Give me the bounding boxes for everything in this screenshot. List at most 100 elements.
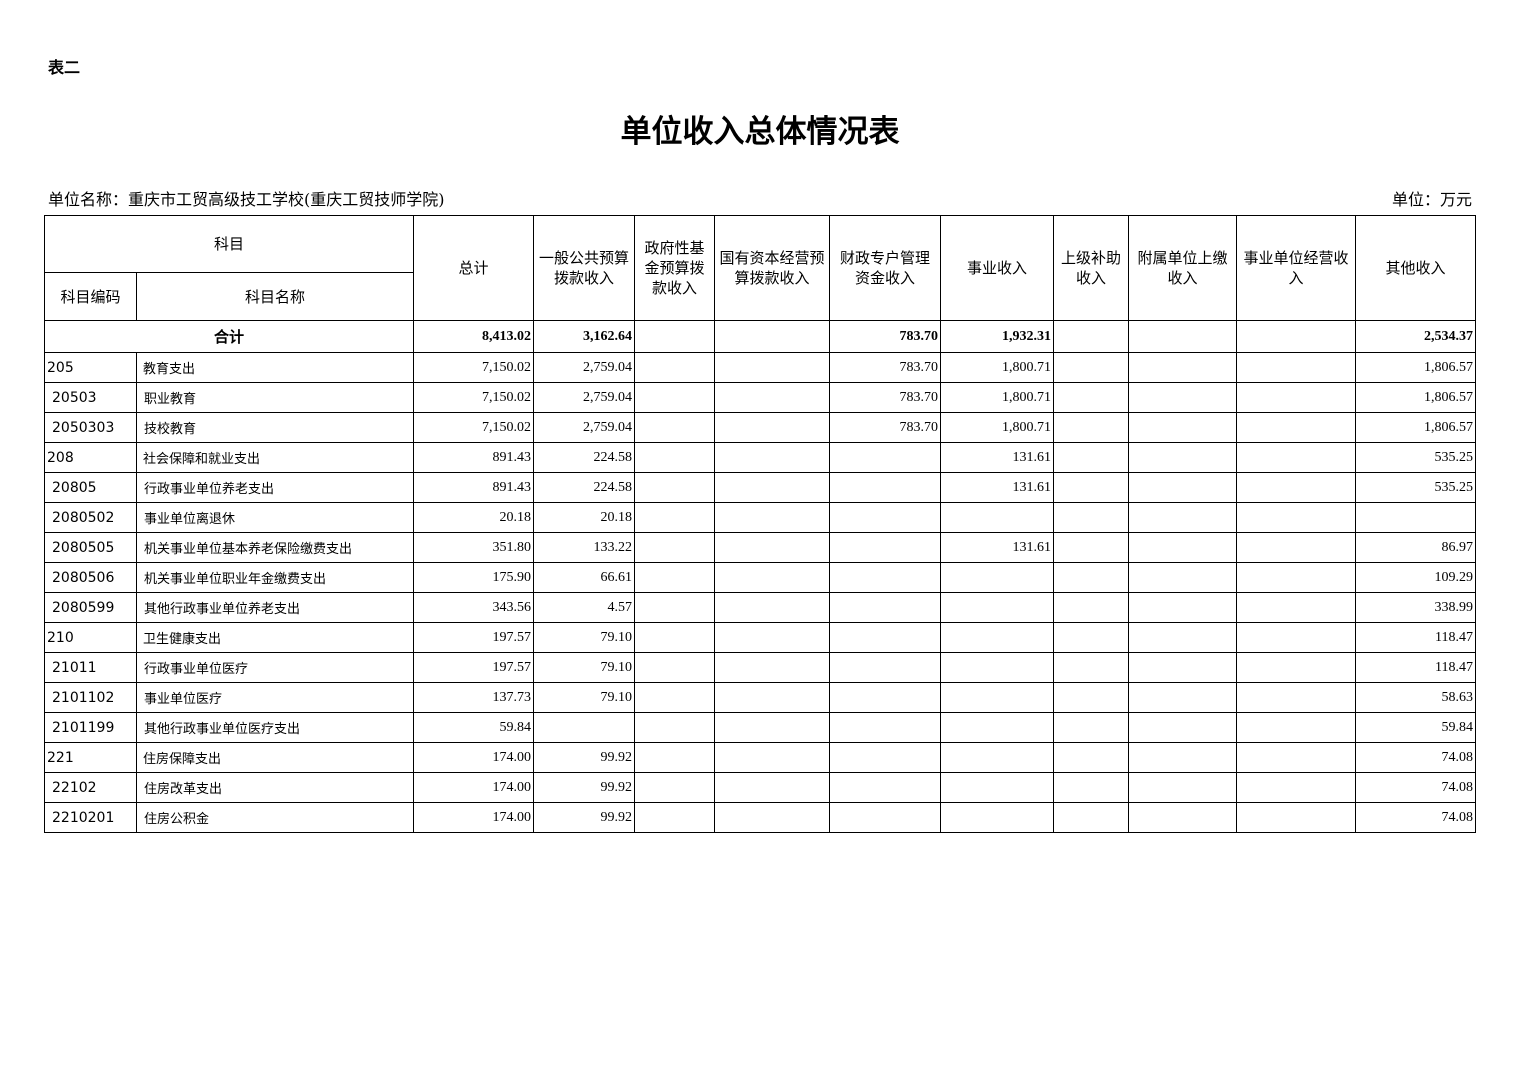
total-value [634, 320, 716, 353]
subject-code: 2080505 [44, 532, 137, 563]
header-cell: 总计 [413, 215, 535, 321]
value [1128, 442, 1238, 473]
value: 74.08 [1355, 742, 1477, 773]
subject-code: 22102 [44, 772, 137, 803]
value [1236, 802, 1357, 833]
header-cell: 上级补助收入 [1053, 215, 1130, 321]
value [634, 652, 716, 683]
subject-name: 职业教育 [135, 382, 415, 413]
value: 131.61 [940, 532, 1055, 563]
value [1128, 712, 1238, 743]
value: 224.58 [533, 472, 636, 503]
data-row: 2050303 技校教育 7,150.02 2,759.04 783.70 1,800.7… [44, 412, 1477, 443]
value [714, 502, 831, 533]
value [1128, 472, 1238, 503]
value [940, 622, 1055, 653]
value [1128, 352, 1238, 383]
total-value: 3,162.64 [533, 320, 636, 353]
value [829, 532, 942, 563]
value [1053, 412, 1130, 443]
value: 224.58 [533, 442, 636, 473]
value [1053, 802, 1130, 833]
value [1236, 442, 1357, 473]
value: 7,150.02 [413, 412, 535, 443]
value: 343.56 [413, 592, 535, 623]
value [714, 712, 831, 743]
value [829, 682, 942, 713]
value [1053, 382, 1130, 413]
value [829, 622, 942, 653]
header-cell: 事业收入 [940, 215, 1055, 321]
value [634, 412, 716, 443]
value [634, 352, 716, 383]
value: 118.47 [1355, 622, 1477, 653]
value [1128, 652, 1238, 683]
value [634, 472, 716, 503]
value: 99.92 [533, 802, 636, 833]
value: 338.99 [1355, 592, 1477, 623]
value [714, 742, 831, 773]
value: 783.70 [829, 352, 942, 383]
data-row: 205 教育支出 7,150.02 2,759.04 783.70 1,800.71 1,8… [44, 352, 1477, 383]
subject-code: 2101199 [44, 712, 137, 743]
value [829, 802, 942, 833]
header-cell: 一般公共预算拨款收入 [533, 215, 636, 321]
data-row: 208 社会保障和就业支出 891.43 224.58 131.61 535.25 [44, 442, 1477, 473]
value: 174.00 [413, 802, 535, 833]
value [1236, 682, 1357, 713]
data-row: 2080599 其他行政事业单位养老支出 343.56 4.57 338.99 [44, 592, 1477, 623]
data-row: 22102 住房改革支出 174.00 99.92 74.08 [44, 772, 1477, 803]
total-value: 783.70 [829, 320, 942, 353]
value: 7,150.02 [413, 352, 535, 383]
value [714, 562, 831, 593]
data-row: 221 住房保障支出 174.00 99.92 74.08 [44, 742, 1477, 773]
value: 99.92 [533, 772, 636, 803]
header-cell: 政府性基金预算拨款收入 [634, 215, 716, 321]
subject-name: 社会保障和就业支出 [135, 442, 415, 473]
value: 20.18 [413, 502, 535, 533]
value: 79.10 [533, 622, 636, 653]
value [634, 442, 716, 473]
subject-name: 卫生健康支出 [135, 622, 415, 653]
value [1128, 382, 1238, 413]
header-cell: 其他收入 [1355, 215, 1477, 321]
value: 74.08 [1355, 802, 1477, 833]
header-cell: 科目编码 [44, 272, 137, 321]
subject-name: 教育支出 [135, 352, 415, 383]
value [714, 442, 831, 473]
value [1053, 742, 1130, 773]
value: 2,759.04 [533, 382, 636, 413]
subject-code: 2080506 [44, 562, 137, 593]
value [1128, 682, 1238, 713]
value: 174.00 [413, 742, 535, 773]
subject-code: 2050303 [44, 412, 137, 443]
value [829, 502, 942, 533]
unit-name: 单位名称：重庆市工贸高级技工学校(重庆工贸技师学院) [48, 190, 445, 209]
value: 1,800.71 [940, 382, 1055, 413]
subject-name: 行政事业单位医疗 [135, 652, 415, 683]
subject-name: 住房改革支出 [135, 772, 415, 803]
value: 891.43 [413, 442, 535, 473]
value [714, 682, 831, 713]
value [1053, 682, 1130, 713]
doc-title: 单位收入总体情况表 [620, 114, 900, 150]
value [1236, 652, 1357, 683]
value [940, 502, 1055, 533]
data-row: 21011 行政事业单位医疗 197.57 79.10 118.47 [44, 652, 1477, 683]
income-table: 科目 总计 一般公共预算拨款收入 政府性基金预算拨款收入 国有资本经营预算拨款收入 财政专… [43, 215, 1477, 833]
header-cell: 附属单位上缴收入 [1128, 215, 1238, 321]
subject-name: 住房保障支出 [135, 742, 415, 773]
value: 79.10 [533, 652, 636, 683]
subject-name: 机关事业单位职业年金缴费支出 [135, 562, 415, 593]
value: 535.25 [1355, 442, 1477, 473]
value [1053, 472, 1130, 503]
doc-label: 表二 [48, 58, 81, 77]
value [714, 772, 831, 803]
subject-name: 其他行政事业单位医疗支出 [135, 712, 415, 743]
value: 197.57 [413, 652, 535, 683]
value: 131.61 [940, 442, 1055, 473]
subject-name: 机关事业单位基本养老保险缴费支出 [135, 532, 415, 563]
value: 1,806.57 [1355, 352, 1477, 383]
value [634, 622, 716, 653]
value [940, 562, 1055, 593]
